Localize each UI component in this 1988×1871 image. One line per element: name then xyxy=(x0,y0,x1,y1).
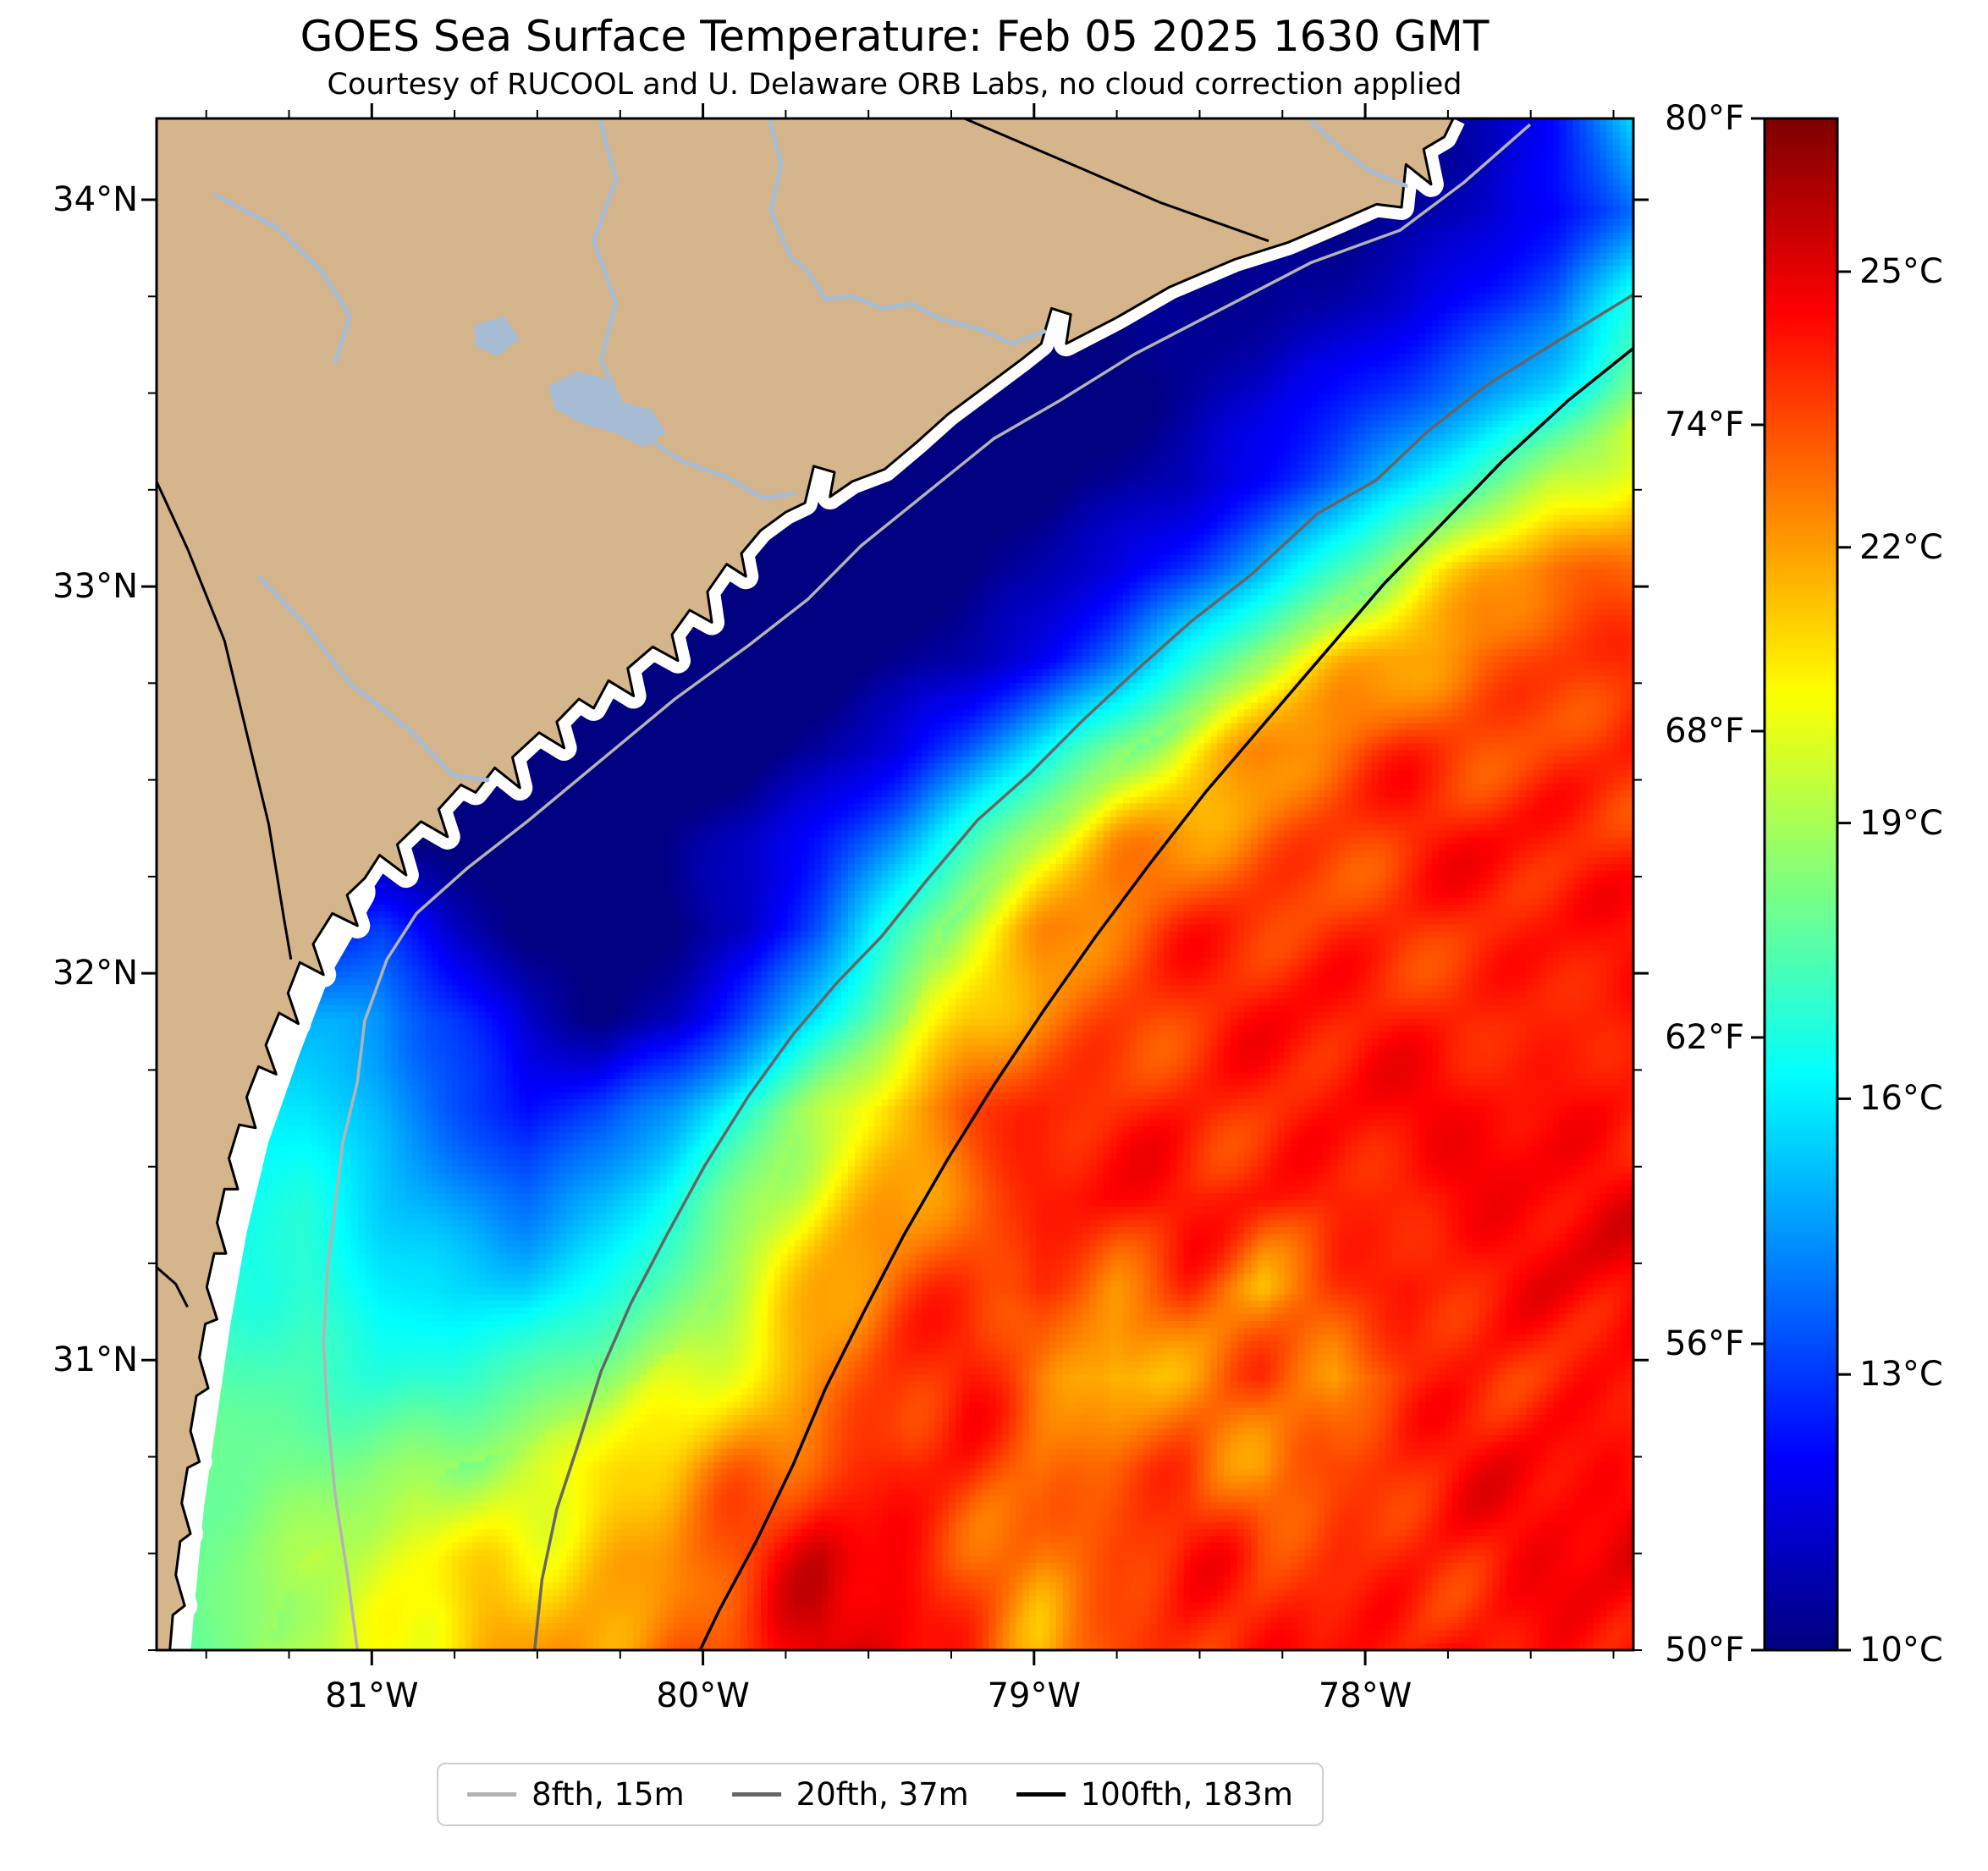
legend-label-8fth: 8fth, 15m xyxy=(531,1776,685,1813)
chart-title: GOES Sea Surface Temperature: Feb 05 202… xyxy=(300,12,1490,61)
legend-line-8fth xyxy=(467,1792,517,1797)
legend-line-20fth xyxy=(731,1792,781,1797)
legend-item-8fth: 8fth, 15m xyxy=(467,1776,685,1813)
legend-label-100fth: 100fth, 183m xyxy=(1080,1776,1293,1813)
legend-item-100fth: 100fth, 183m xyxy=(1016,1776,1293,1813)
legend-line-100fth xyxy=(1016,1792,1066,1797)
colorbar-gradient xyxy=(1765,118,1837,1650)
legend-label-20fth: 20fth, 37m xyxy=(796,1776,969,1813)
chart-subtitle: Courtesy of RUCOOL and U. Delaware ORB L… xyxy=(327,68,1462,102)
legend-item-20fth: 20fth, 37m xyxy=(731,1776,969,1813)
contour-legend: 8fth, 15m 20fth, 37m 100fth, 183m xyxy=(437,1763,1324,1826)
